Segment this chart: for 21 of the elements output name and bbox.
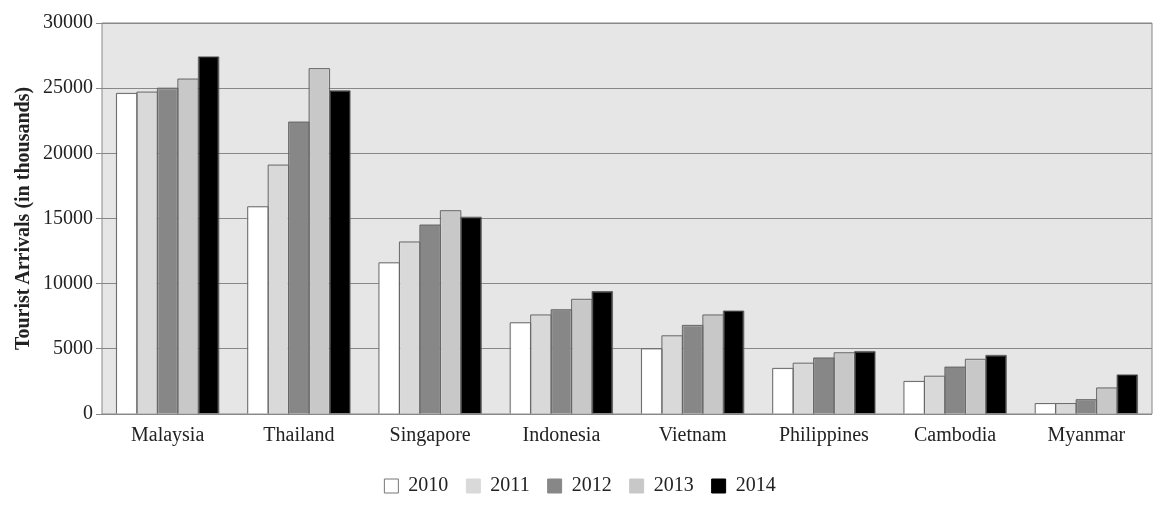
legend-label: 2014 bbox=[735, 473, 776, 496]
y-tick-label: 25000 bbox=[43, 75, 93, 98]
y-tick-label: 10000 bbox=[43, 270, 93, 293]
y-tick-label: 15000 bbox=[43, 205, 93, 228]
y-tick-label: 30000 bbox=[43, 10, 93, 33]
legend-label: 2012 bbox=[571, 473, 612, 496]
x-tick-label: Vietnam bbox=[658, 423, 727, 446]
y-tick-label: 0 bbox=[83, 401, 93, 424]
y-tick-label: 5000 bbox=[53, 336, 93, 359]
legend-label: 2011 bbox=[490, 473, 530, 496]
legend-label: 2013 bbox=[653, 473, 694, 496]
y-tick-label: 20000 bbox=[43, 140, 93, 163]
x-tick-label: Indonesia bbox=[522, 423, 601, 446]
legend-label: 2010 bbox=[408, 473, 449, 496]
x-tick-label: Philippines bbox=[778, 423, 870, 447]
x-tick-label: Myanmar bbox=[1047, 423, 1126, 447]
x-tick-label: Singapore bbox=[389, 423, 471, 447]
x-tick-label: Malaysia bbox=[130, 423, 205, 447]
x-tick-label: Thailand bbox=[263, 423, 335, 446]
x-tick-label: Cambodia bbox=[914, 423, 997, 446]
y-axis-title: Tourist Arrivals (in thousands) bbox=[11, 86, 35, 351]
